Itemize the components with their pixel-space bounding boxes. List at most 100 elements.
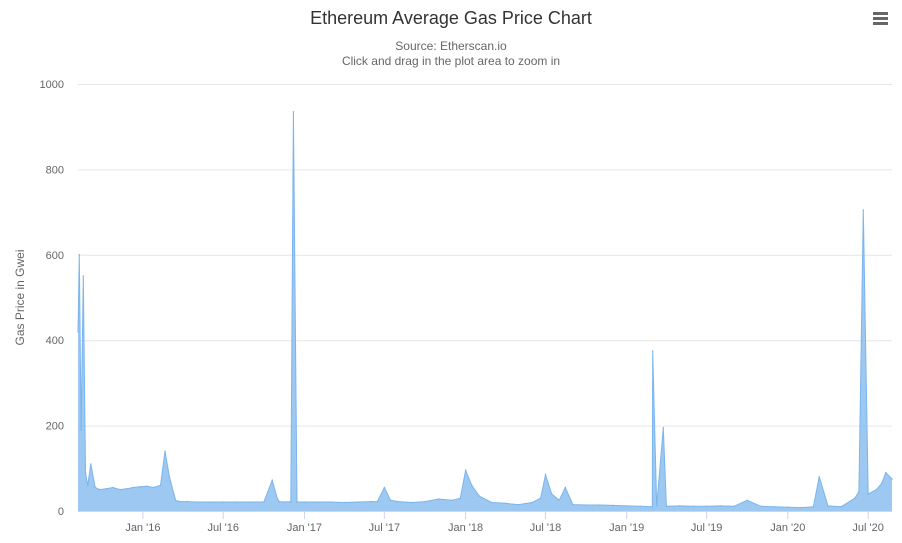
data-point-61 — [558, 499, 560, 502]
data-point-22 — [186, 500, 188, 503]
data-point-69 — [651, 505, 654, 508]
data-point-14 — [139, 485, 141, 488]
data-point-26 — [236, 501, 238, 503]
data-point-70 — [651, 350, 654, 352]
data-point-1 — [78, 254, 81, 256]
data-point-64 — [585, 504, 587, 506]
series-line-0 — [77, 111, 893, 509]
data-point-9 — [105, 488, 108, 490]
data-point-4 — [84, 471, 87, 474]
data-point-40 — [356, 501, 359, 503]
data-point-41 — [370, 500, 372, 503]
data-point-76 — [705, 505, 708, 508]
y-tick-label-0: 0 — [58, 506, 64, 518]
data-point-27 — [249, 501, 252, 503]
y-tick-label-200: 200 — [46, 421, 64, 433]
data-point-43 — [383, 486, 386, 489]
data-point-13 — [132, 486, 134, 489]
data-point-35 — [296, 501, 298, 503]
data-point-46 — [410, 501, 413, 504]
data-point-50 — [459, 497, 462, 500]
data-point-93 — [881, 482, 883, 485]
data-point-21 — [179, 500, 181, 503]
data-point-58 — [539, 497, 542, 500]
data-point-63 — [572, 503, 574, 506]
y-axis-title: Gas Price in Gwei — [13, 249, 27, 345]
data-point-7 — [94, 486, 96, 489]
data-point-90 — [862, 209, 865, 211]
y-tick-label-1000: 1000 — [40, 79, 64, 91]
x-tick-label-2: Jan '17 — [287, 522, 322, 534]
data-point-78 — [733, 505, 735, 508]
data-point-65 — [599, 504, 601, 506]
grid-lines — [78, 84, 892, 427]
data-point-31 — [278, 500, 281, 503]
data-point-42 — [376, 500, 379, 503]
data-point-28 — [263, 501, 265, 503]
data-point-34 — [292, 111, 295, 113]
data-point-11 — [119, 488, 121, 491]
data-point-37 — [317, 501, 319, 503]
data-point-75 — [692, 505, 695, 508]
data-point-2 — [80, 429, 82, 431]
x-tick-label-8: Jan '20 — [770, 522, 805, 534]
data-point-71 — [655, 505, 658, 507]
data-point-51 — [464, 469, 467, 472]
x-tick-label-1: Jul '16 — [208, 522, 239, 534]
data-point-55 — [504, 502, 507, 505]
data-point-88 — [854, 497, 856, 500]
chart-subtitle: Source: Etherscan.io — [395, 39, 507, 53]
data-point-92 — [875, 488, 878, 491]
chart-title: Ethereum Average Gas Price Chart — [310, 8, 592, 28]
data-point-83 — [800, 506, 803, 509]
data-point-44 — [389, 499, 392, 502]
menu-icon-bar — [873, 22, 888, 25]
data-point-47 — [424, 500, 426, 503]
data-point-89 — [858, 491, 860, 493]
data-point-54 — [490, 501, 493, 504]
series-area-0 — [78, 111, 892, 512]
data-point-56 — [517, 503, 520, 506]
data-point-23 — [195, 501, 198, 503]
x-tick-label-5: Jul '18 — [530, 522, 561, 534]
menu-icon-bar — [873, 17, 888, 20]
data-point-84 — [812, 505, 815, 508]
data-point-72 — [662, 426, 665, 429]
chart-zoom-hint: Click and drag in the plot area to zoom … — [341, 54, 561, 68]
data-point-0 — [77, 330, 79, 333]
data-point-10 — [112, 486, 114, 489]
data-point-57 — [531, 501, 533, 504]
data-point-32 — [282, 501, 285, 503]
data-point-82 — [787, 506, 789, 509]
data-point-30 — [276, 498, 279, 500]
data-point-95 — [891, 478, 893, 480]
data-point-52 — [471, 484, 473, 487]
data-point-59 — [544, 473, 547, 476]
data-point-81 — [773, 505, 775, 508]
data-point-17 — [159, 484, 162, 487]
data-point-6 — [90, 463, 92, 465]
data-point-79 — [746, 499, 748, 502]
data-point-33 — [290, 500, 292, 503]
x-tick-label-0: Jan '16 — [125, 522, 160, 534]
data-point-68 — [639, 505, 642, 508]
data-point-67 — [625, 505, 628, 507]
x-tick-label-3: Jul '17 — [369, 522, 400, 534]
x-tick-label-7: Jul '19 — [691, 522, 722, 534]
y-tick-label-800: 800 — [46, 164, 64, 176]
x-tick-label-6: Jan '19 — [609, 522, 644, 534]
data-point-86 — [827, 505, 829, 507]
data-point-20 — [174, 499, 177, 502]
series-area — [77, 111, 893, 512]
data-point-39 — [343, 501, 346, 504]
data-point-38 — [329, 501, 332, 503]
x-tick-label-4: Jan '18 — [448, 522, 483, 534]
data-point-87 — [840, 505, 842, 508]
chart-context-menu-button[interactable] — [868, 8, 892, 30]
y-tick-label-400: 400 — [46, 335, 64, 347]
data-point-80 — [760, 505, 762, 508]
data-point-3 — [82, 275, 85, 277]
data-point-16 — [152, 486, 155, 489]
